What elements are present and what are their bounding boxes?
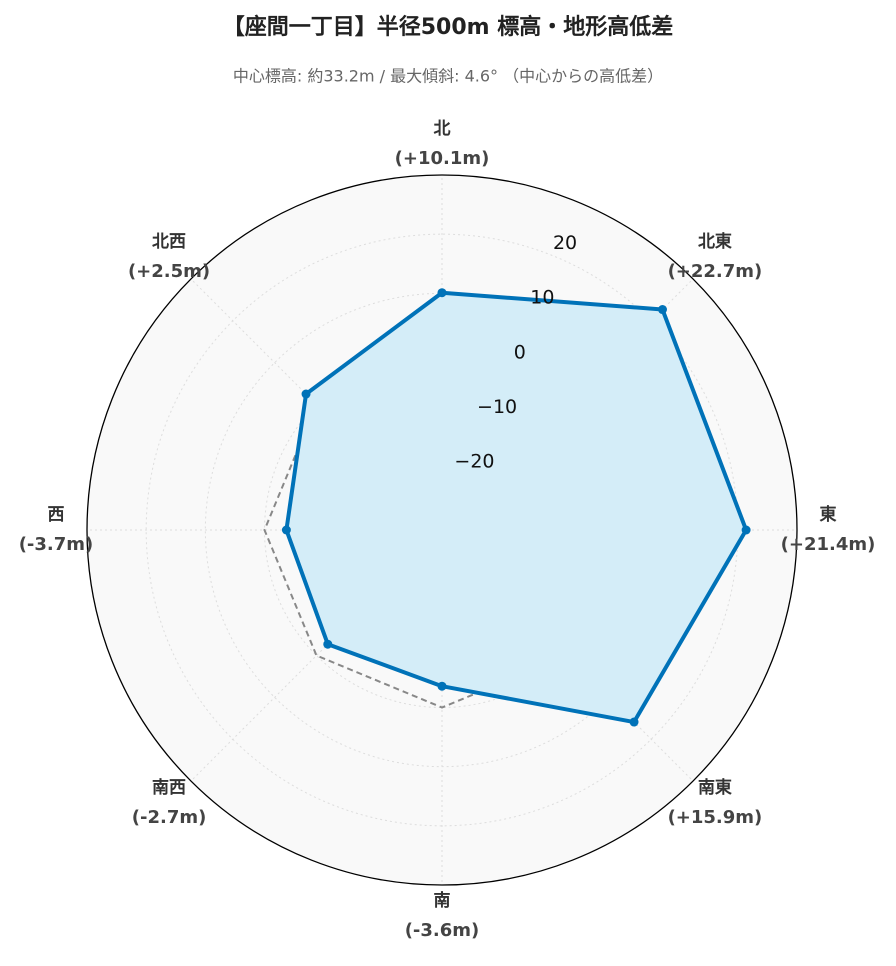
value-label: (-2.7m) — [132, 807, 207, 828]
data-point — [741, 525, 751, 535]
outer-circle — [86, 174, 798, 886]
value-label: (+15.9m) — [668, 807, 763, 828]
r-tick-label: 0 — [514, 341, 526, 363]
category-label: 北 — [434, 119, 451, 139]
r-tick-label: 10 — [530, 287, 554, 309]
data-point — [301, 389, 311, 399]
data-point — [281, 525, 291, 535]
category-label: 西 — [48, 505, 65, 525]
category-label: 南 — [434, 890, 451, 911]
spoke — [441, 529, 694, 782]
data-point — [657, 305, 667, 315]
value-label: (+2.5m) — [128, 261, 210, 282]
value-label: (+22.7m) — [668, 261, 763, 282]
data-point — [323, 639, 333, 649]
data-point — [629, 717, 639, 727]
data-point — [437, 681, 447, 691]
category-label: 南東 — [698, 777, 732, 798]
chart-subtitle: 中心標高: 約33.2m / 最大傾斜: 4.6° （中心からの高低差） — [233, 67, 663, 86]
category-label: 東 — [820, 504, 837, 525]
r-tick-label: −20 — [454, 451, 494, 473]
category-label: 南西 — [152, 777, 186, 798]
category-label: 北西 — [152, 232, 186, 252]
value-label: (+21.4m) — [781, 534, 876, 555]
category-label: 北東 — [698, 231, 732, 252]
value-label: (-3.6m) — [405, 920, 480, 941]
chart-title: 【座間一丁目】半径500m 標高・地形高低差 — [223, 14, 674, 40]
value-label: (+10.1m) — [395, 148, 490, 169]
r-tick-label: −10 — [477, 396, 517, 418]
data-point — [437, 288, 447, 298]
r-tick-label: 20 — [553, 232, 577, 254]
value-label: (-3.7m) — [19, 534, 94, 555]
